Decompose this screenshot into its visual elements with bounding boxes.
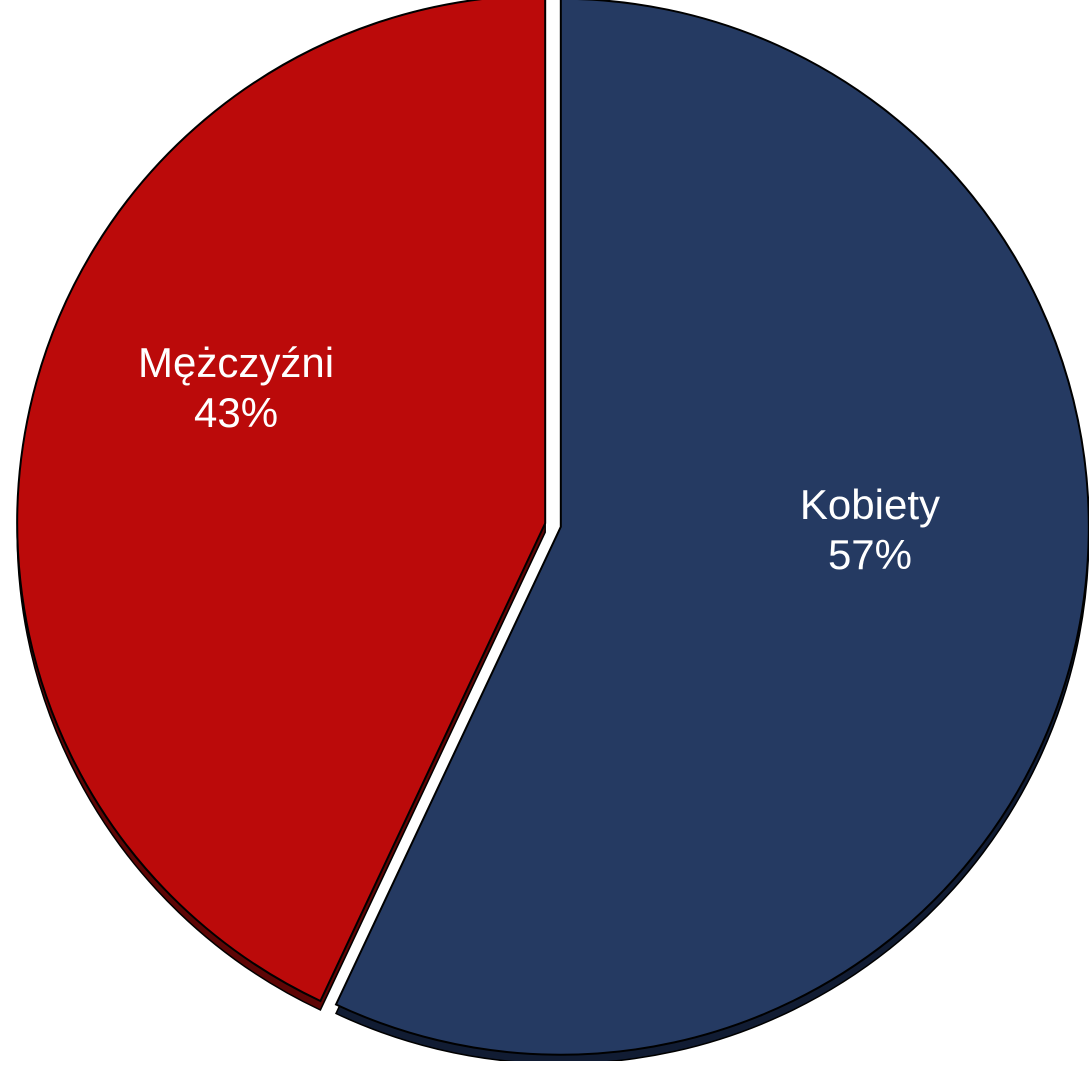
slice-value-label: 57% [828,531,912,578]
slice [334,0,1089,1056]
slice-value-label: 43% [194,389,278,436]
slice [16,0,547,1003]
slice-label: Mężczyźni [138,339,334,386]
slice-label: Kobiety [800,481,940,528]
